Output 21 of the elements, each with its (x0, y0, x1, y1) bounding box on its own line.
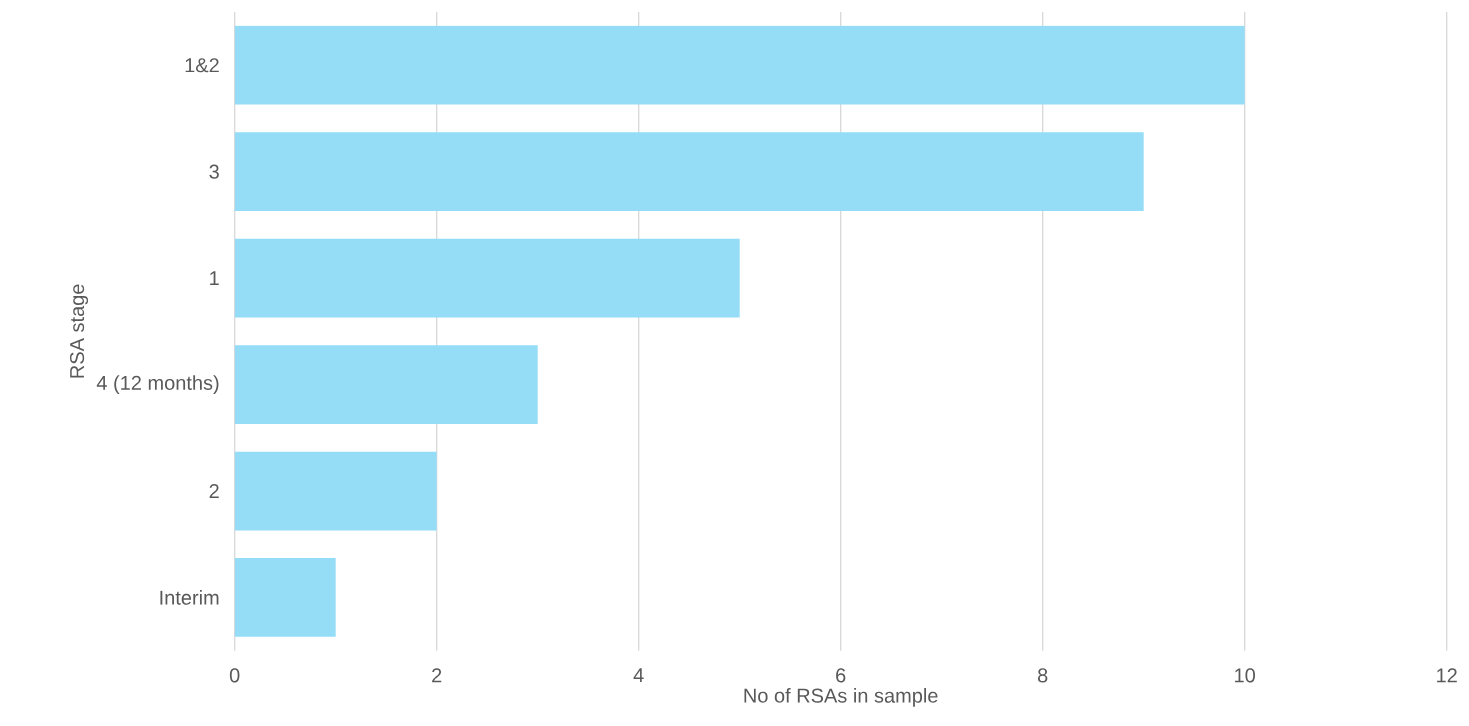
x-tick-label: 8 (1037, 668, 1048, 683)
x-tick-label: 6 (836, 668, 846, 683)
bar (234, 558, 336, 637)
bar (234, 451, 437, 531)
x-tick-label: 4 (633, 668, 644, 683)
x-tick-label: 12 (1437, 668, 1457, 683)
bar (234, 132, 1144, 212)
bar (234, 238, 740, 318)
y-tick-label: 1 (210, 271, 219, 285)
x-tick-label: 0 (229, 668, 240, 683)
bar (234, 345, 538, 424)
y-tick-label: 1&2 (185, 58, 219, 73)
x-tick-label: 10 (1235, 668, 1256, 683)
y-tick-label: 2 (209, 484, 219, 498)
y-tick-label: Interim (160, 590, 219, 605)
y-tick-label: 4 (12 months) (96, 375, 219, 394)
x-tick-label: 2 (432, 668, 442, 683)
y-axis-title: RSA stage (69, 284, 89, 378)
x-axis-title: No of RSAs in sample (744, 688, 938, 707)
y-tick-label: 3 (209, 164, 219, 179)
bar (234, 25, 1245, 105)
